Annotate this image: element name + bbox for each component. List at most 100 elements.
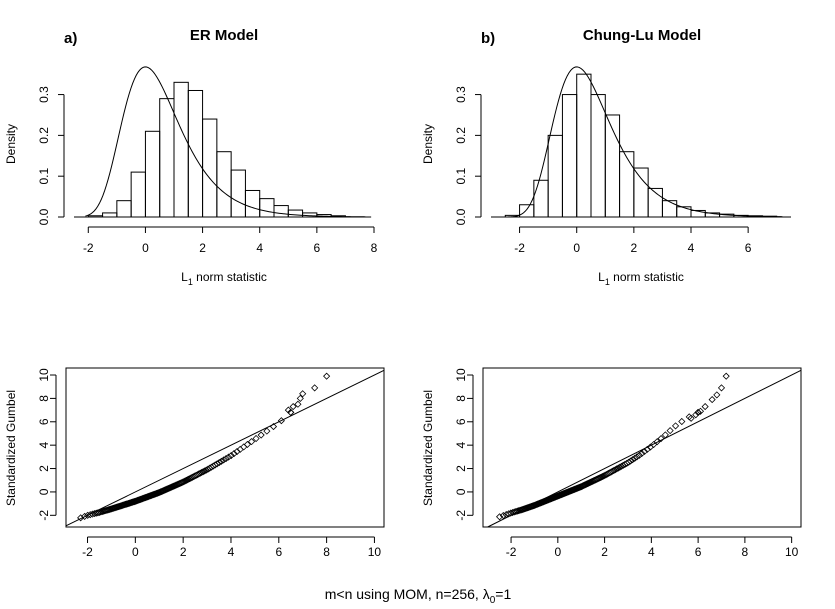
cl-qq-point-124 (614, 464, 622, 472)
er-qq-reference-line (65, 369, 385, 527)
chung-lu-qq-y-label: Standardized Gumbel (421, 390, 435, 506)
cl-qq-point-111 (597, 473, 606, 481)
caption-lambda: λ (483, 586, 490, 602)
chung-lu-histogram-x-axis: -2 0 2 4 6 (514, 226, 752, 255)
cl-qq-x-tick-label-2: 2 (601, 545, 608, 559)
cl-hist-density-curve (502, 66, 783, 218)
er-hist-density-curve (85, 66, 366, 218)
cl-qq-outlier-2 (696, 407, 705, 415)
panel-label-a: a) (64, 30, 77, 47)
chung-lu-histogram-y-label: Density (421, 124, 435, 164)
er-hist-bar-4 (144, 130, 161, 218)
er-qq-x-tick-label-4: 6 (275, 545, 282, 559)
cl-x-label-subscript: 1 (605, 277, 610, 287)
cl-qq-point-130 (625, 458, 633, 466)
cl-qq-point-132 (629, 456, 637, 464)
er-qq-point-142 (247, 438, 256, 446)
er-histogram-title: ER Model (190, 27, 258, 44)
er-qq-x-axis: -2 0 2 4 6 8 10 (82, 536, 382, 559)
er-qq-point-8 (95, 508, 103, 516)
chung-lu-qq-points (496, 372, 730, 521)
cl-qq-point-8 (513, 507, 521, 515)
er-histogram-overlay (85, 66, 366, 218)
cl-qq-outlier-4 (708, 396, 716, 404)
cl-qq-point-145 (671, 422, 680, 430)
er-hist-x-tick-label-5: 8 (371, 241, 378, 255)
cl-qq-point-136 (638, 449, 646, 458)
cl-qq-point-122 (611, 466, 619, 474)
er-hist-bar-6 (173, 81, 189, 218)
caption-suffix: =1 (495, 586, 511, 602)
er-hist-bar-3 (130, 171, 146, 218)
er-qq-point-123 (201, 467, 209, 475)
er-x-label-prefix: L (181, 270, 188, 284)
cl-qq-point-135 (635, 451, 643, 459)
cl-qq-point-144 (666, 427, 674, 435)
cl-qq-outlier-3 (701, 403, 709, 411)
cl-hist-y-tick-label-0: 0.0 (454, 208, 468, 225)
cl-hist-x-tick-label-4: 6 (745, 241, 752, 255)
cl-qq-outlier-1 (692, 411, 700, 419)
er-qq-point-140 (240, 443, 248, 451)
cl-qq-y-tick-label-2: 2 (454, 465, 468, 472)
cl-qq-point-138 (643, 445, 651, 453)
er-hist-bar-11 (244, 189, 261, 218)
er-qq-point-15 (104, 506, 112, 514)
cl-qq-point-134 (633, 453, 641, 461)
cl-qq-x-tick-label-0: -2 (506, 545, 517, 559)
er-qq-y-tick-label-3: 4 (37, 442, 51, 449)
cl-qq-outlier-0 (687, 414, 695, 422)
chung-lu-qq-panel: -2 0 2 4 6 8 10 -2 0 2 4 6 8 10 Standardized Gumbel (421, 367, 802, 559)
er-histogram-x-label: L1 norm statistic (181, 270, 267, 287)
er-qq-y-tick-label-5: 8 (37, 395, 51, 402)
cl-hist-bar-1 (519, 204, 535, 218)
er-histogram-bars (74, 81, 372, 218)
cl-qq-x-tick-label-6: 10 (785, 545, 799, 559)
er-qq-x-tick-label-1: 0 (132, 545, 139, 559)
cl-hist-bar-11 (661, 200, 678, 218)
cl-qq-x-tick-label-5: 8 (742, 545, 749, 559)
er-qq-point-138 (233, 447, 241, 456)
cl-qq-point-141 (653, 438, 661, 446)
cl-qq-y-tick-label-4: 6 (454, 418, 468, 425)
cl-x-label-suffix: norm statistic (610, 270, 684, 284)
cl-hist-x-tick-label-2: 2 (631, 241, 638, 255)
cl-qq-y-tick-label-0: -2 (454, 510, 468, 521)
cl-qq-point-142 (657, 434, 665, 443)
er-x-label-subscript: 1 (188, 277, 193, 287)
er-hist-bar-2 (116, 200, 132, 218)
er-qq-y-tick-label-6: 10 (37, 368, 51, 382)
er-qq-x-tick-label-6: 10 (368, 545, 382, 559)
cl-qq-point-112 (599, 472, 607, 481)
er-qq-y-tick-label-0: -2 (37, 510, 51, 521)
cl-qq-point-133 (631, 454, 639, 462)
er-qq-y-axis: -2 0 2 4 6 8 10 (37, 368, 57, 521)
er-hist-x-tick-label-4: 6 (314, 241, 321, 255)
cl-qq-point-137 (640, 447, 649, 456)
er-qq-point-119 (195, 470, 203, 478)
er-hist-bar-14 (287, 209, 304, 218)
cl-qq-point-131 (626, 457, 635, 465)
chung-lu-histogram-title: Chung-Lu Model (583, 27, 701, 44)
cl-qq-point-120 (608, 467, 617, 475)
er-hist-bar-7 (187, 89, 204, 218)
er-qq-point-143 (252, 434, 260, 443)
cl-qq-outlier-7 (722, 372, 730, 380)
er-qq-point-144 (257, 431, 265, 439)
cl-qq-point-126 (617, 462, 626, 470)
cl-x-label-prefix: L (598, 270, 605, 284)
chung-lu-histogram-bars (491, 73, 791, 218)
er-qq-point-130 (213, 460, 221, 468)
er-hist-bar-12 (259, 198, 275, 218)
cl-qq-point-125 (616, 463, 624, 471)
cl-qq-x-tick-label-4: 6 (695, 545, 702, 559)
er-qq-point-145 (263, 427, 271, 435)
cl-hist-y-tick-label-2: 0.2 (454, 127, 468, 144)
er-qq-outlier-6 (323, 372, 331, 380)
er-qq-point-121 (198, 468, 206, 477)
er-histogram-y-label: Density (4, 124, 18, 164)
er-qq-point-146 (269, 423, 278, 431)
cl-hist-bar-12 (676, 206, 692, 218)
er-qq-panel: -2 0 2 4 6 8 10 -2 0 2 4 6 8 10 Standardized Gumbel (4, 367, 385, 559)
chung-lu-qq-plot-box (482, 367, 802, 528)
